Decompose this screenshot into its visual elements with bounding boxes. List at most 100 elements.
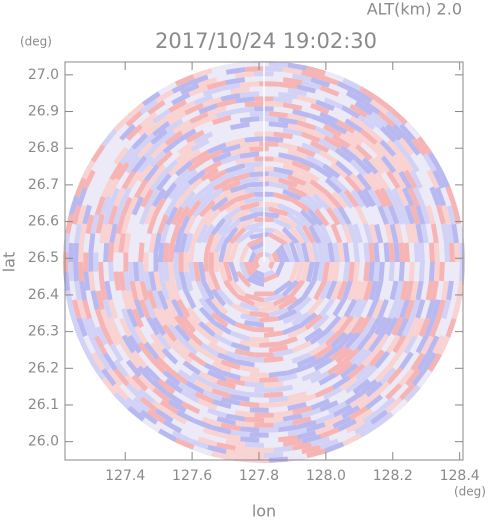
radar-cell	[226, 188, 246, 201]
radar-cell	[378, 242, 385, 262]
radar-cell	[348, 242, 355, 262]
radar-cell	[268, 334, 289, 343]
radar-cell	[221, 433, 241, 442]
radar-cell	[162, 370, 181, 386]
radar-cell	[235, 420, 255, 428]
radar-cell	[398, 351, 414, 371]
radar-cell	[107, 204, 119, 225]
radar-cell	[273, 348, 294, 358]
radar-cell	[282, 162, 303, 174]
radar-cell	[89, 308, 101, 328]
radar-cell	[278, 152, 299, 162]
radar-cell	[268, 111, 289, 118]
radar-cell	[337, 331, 355, 350]
radar-cell	[330, 331, 348, 349]
radar-cell	[132, 396, 151, 413]
radar-cell	[398, 242, 405, 262]
radar-cell	[225, 350, 246, 362]
radar-cell	[327, 262, 335, 282]
radar-cell	[349, 172, 366, 191]
radar-cell	[143, 271, 152, 291]
radar-cell	[344, 391, 364, 406]
radar-cell	[314, 344, 334, 360]
radar-cell	[240, 81, 260, 88]
radar-cell	[126, 196, 139, 216]
radar-cell	[216, 217, 234, 236]
radar-cell	[221, 179, 241, 192]
radar-cell	[282, 280, 300, 298]
radar-cell	[381, 333, 396, 353]
radar-cell	[230, 172, 251, 183]
radar-cell	[76, 187, 88, 207]
radar-cell	[169, 369, 189, 386]
radar-cell	[121, 334, 136, 354]
radar-cell	[74, 177, 87, 197]
radar-cell	[174, 437, 195, 450]
radar-cell	[157, 378, 176, 395]
radar-cell	[278, 177, 299, 188]
radar-cell	[362, 99, 381, 115]
radar-cell	[449, 242, 455, 262]
radar-cell	[301, 105, 322, 117]
radar-cell	[206, 369, 227, 382]
radar-cell	[149, 172, 165, 192]
radar-cell	[230, 146, 250, 156]
radar-cell	[149, 356, 166, 374]
radar-cell	[239, 116, 260, 123]
radar-cell	[264, 293, 285, 303]
radar-cell	[115, 214, 126, 235]
radar-cell	[329, 162, 348, 179]
radar-cell	[202, 389, 223, 402]
radar-cell	[200, 342, 219, 357]
radar-cell	[120, 214, 131, 234]
radar-cell	[206, 434, 227, 444]
radar-cell	[202, 416, 222, 428]
radar-cell	[459, 262, 465, 282]
radar-cell	[133, 242, 140, 262]
radar-cell	[215, 108, 236, 119]
radar-cell	[119, 146, 135, 165]
radar-cell	[101, 128, 118, 147]
radar-cell	[178, 252, 184, 272]
radar-cell	[68, 280, 77, 301]
radar-cell	[163, 90, 183, 105]
radar-cell	[268, 278, 288, 293]
radar-cell	[164, 391, 184, 406]
radar-cell	[137, 164, 153, 183]
radar-cell	[379, 381, 397, 399]
radar-cell	[324, 70, 345, 83]
radar-cell	[128, 325, 142, 345]
radar-cell	[109, 161, 124, 181]
radar-cell	[319, 314, 337, 332]
radar-cell	[206, 80, 227, 90]
radar-cell	[374, 280, 384, 301]
radar-cell	[355, 143, 373, 161]
radar-cell	[234, 322, 255, 333]
radar-cell	[268, 61, 289, 68]
radar-cell	[216, 134, 236, 145]
radar-cell	[264, 356, 284, 363]
radar-cell	[134, 280, 144, 301]
radar-cell	[273, 410, 294, 418]
radar-cell	[304, 193, 323, 210]
radar-cell	[91, 352, 106, 371]
radar-cell	[177, 381, 197, 396]
radar-cell	[131, 155, 148, 174]
radar-cell	[398, 368, 415, 387]
radar-cell	[368, 334, 384, 353]
radar-cell	[358, 280, 369, 301]
radar-cell	[287, 148, 308, 159]
radar-cell	[354, 100, 374, 116]
radar-cell	[254, 412, 274, 418]
radar-cell	[202, 96, 222, 108]
radar-cell	[352, 378, 371, 395]
radar-cell	[151, 316, 167, 337]
radar-cell	[184, 102, 204, 116]
radar-cell	[349, 347, 367, 365]
radar-cell	[183, 214, 197, 235]
radar-cell	[199, 329, 219, 346]
radar-cell	[318, 138, 338, 152]
radar-cell	[125, 350, 141, 369]
radar-cell	[292, 170, 312, 184]
radar-cell	[94, 195, 106, 216]
